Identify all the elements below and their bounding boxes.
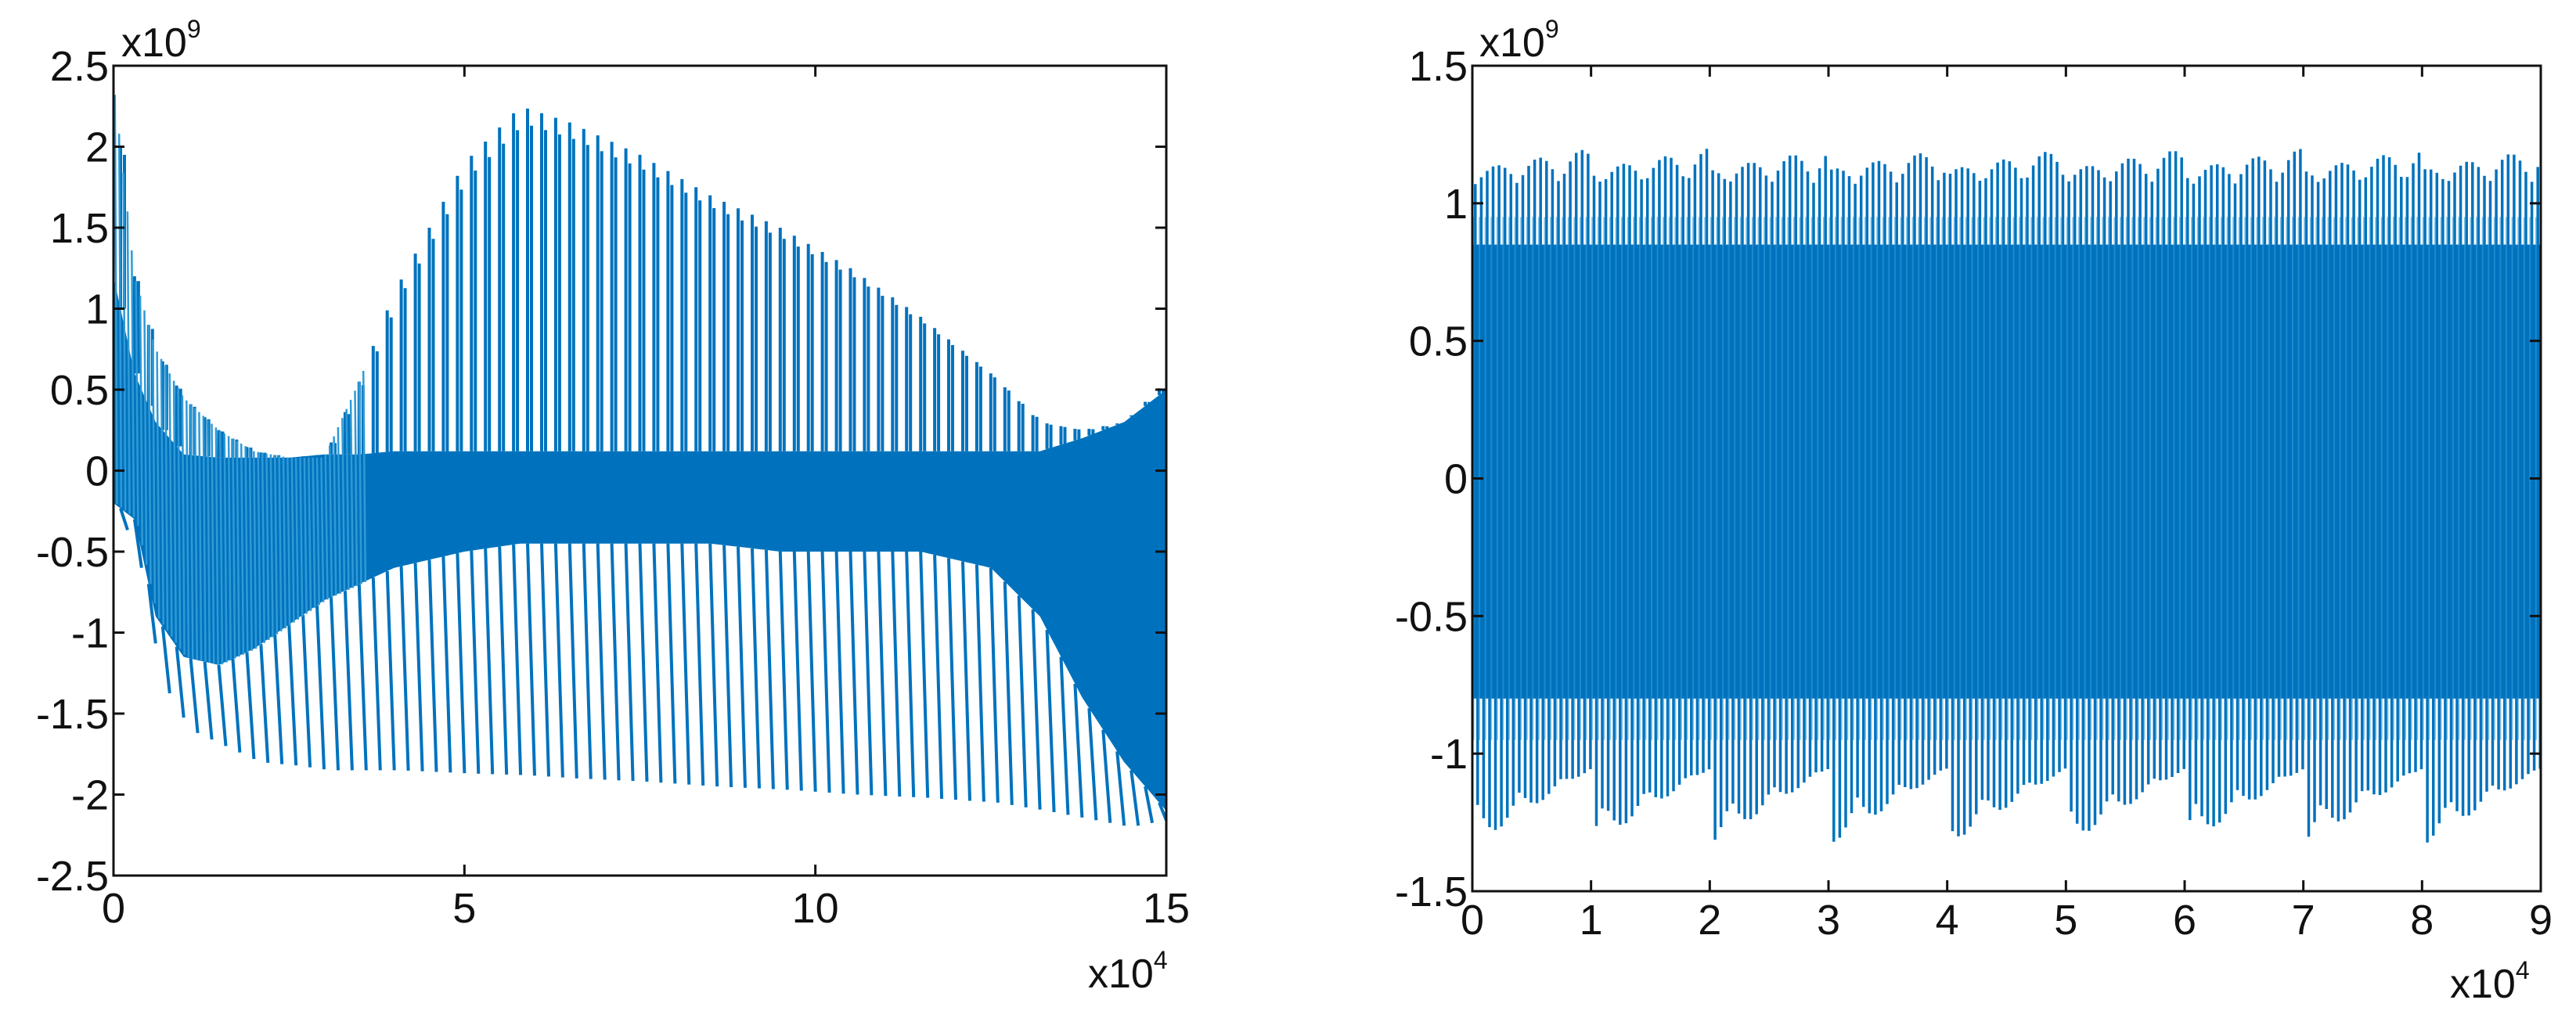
x-tick-label: 8 <box>2410 897 2434 944</box>
left-dense-band <box>113 276 1166 811</box>
right-y-multiplier-base: x10 <box>1479 20 1545 66</box>
left-chart: 0 5 10 152.521.510.50-0.5-1-1.5-2-2.5 x109 … <box>36 15 1190 997</box>
left-ticks: 0 5 10 15 2.5 2 1.5 1 0.5 0 -0.5 -1 -1.5 -2 -2.5 <box>36 43 1190 932</box>
y-tick-label: 0.5 <box>1409 318 1468 365</box>
left-y-multiplier-base: x10 <box>121 20 187 66</box>
right-y-multiplier: x109 <box>1479 15 1559 66</box>
x-tick-label: 2 <box>1698 897 1721 944</box>
y-tick-label: 0 <box>85 448 109 495</box>
left-signal <box>113 95 1166 826</box>
y-tick-label: 2 <box>85 124 109 171</box>
y-tick-label: -1.5 <box>36 691 109 738</box>
y-tick-label: -1 <box>1430 731 1468 778</box>
y-tick-label: -2.5 <box>36 853 109 900</box>
y-tick-label: 0 <box>1444 456 1468 503</box>
x-tick-label: 0 <box>1461 897 1484 944</box>
y-tick-label: -0.5 <box>36 529 109 576</box>
x-tick-label: 0 <box>102 885 125 932</box>
right-y-multiplier-exponent: 9 <box>1545 15 1559 43</box>
y-tick-label: 0.5 <box>50 367 109 414</box>
x-tick-label: 5 <box>452 885 476 932</box>
x-tick-label: 5 <box>2054 897 2077 944</box>
right-x-multiplier: x104 <box>2450 956 2530 1007</box>
y-tick-label: 1.5 <box>1409 43 1468 90</box>
x-tick-label: 15 <box>1143 885 1190 932</box>
x-tick-label: 4 <box>1936 897 1959 944</box>
left-x-multiplier: x104 <box>1088 946 1168 997</box>
x-tick-label: 1 <box>1580 897 1603 944</box>
right-signal <box>1472 149 2541 843</box>
y-tick-label: -0.5 <box>1395 593 1468 640</box>
right-chart: 0 1 2 3 4 5 6 7 8 91.510.50-0.5-1-1.5 x109 x104 <box>1395 15 2553 1007</box>
x-tick-label: 3 <box>1817 897 1840 944</box>
right-ticks: 0 1 2 3 4 5 6 7 8 9 1.5 1 0.5 0 -0.5 -1 -1.5 <box>1395 43 2553 944</box>
y-tick-label: 1 <box>85 286 109 333</box>
y-tick-label: -2 <box>71 772 109 819</box>
y-tick-label: -1.5 <box>1395 869 1468 915</box>
y-tick-label: 1.5 <box>50 205 109 252</box>
left-oscillation-overlay <box>113 95 367 665</box>
right-spikes <box>1474 149 2541 843</box>
y-tick-label: -1 <box>71 610 109 657</box>
y-tick-label: 1 <box>1444 181 1468 228</box>
left-plot-area <box>112 64 1168 877</box>
x-tick-label: 9 <box>2529 897 2553 944</box>
left-x-multiplier-exponent: 4 <box>1154 946 1168 974</box>
right-plot-area <box>1471 64 2542 893</box>
x-tick-label: 7 <box>2292 897 2315 944</box>
right-x-multiplier-exponent: 4 <box>2516 956 2530 984</box>
x-tick-label: 10 <box>792 885 839 932</box>
right-x-multiplier-base: x10 <box>2450 962 2516 1007</box>
left-y-multiplier: x109 <box>121 15 201 66</box>
y-tick-label: 2.5 <box>50 43 109 90</box>
left-x-multiplier-base: x10 <box>1088 951 1154 997</box>
left-y-multiplier-exponent: 9 <box>187 15 201 43</box>
x-tick-label: 6 <box>2173 897 2196 944</box>
right-dense-band <box>1472 244 2541 699</box>
